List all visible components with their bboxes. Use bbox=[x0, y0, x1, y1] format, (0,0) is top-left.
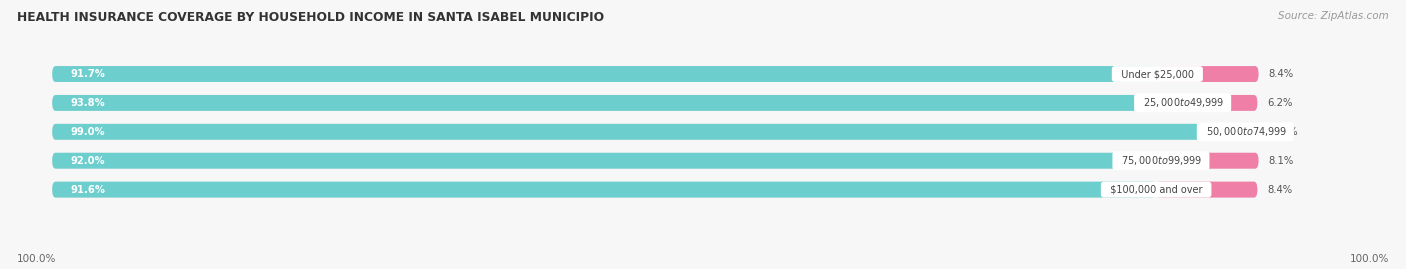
Text: 93.8%: 93.8% bbox=[70, 98, 105, 108]
FancyBboxPatch shape bbox=[52, 95, 1257, 111]
FancyBboxPatch shape bbox=[52, 182, 1257, 197]
FancyBboxPatch shape bbox=[1156, 182, 1257, 197]
FancyBboxPatch shape bbox=[1182, 95, 1257, 111]
Text: 92.0%: 92.0% bbox=[70, 156, 105, 166]
FancyBboxPatch shape bbox=[52, 95, 1182, 111]
Text: 100.0%: 100.0% bbox=[1350, 254, 1389, 264]
Text: $50,000 to $74,999: $50,000 to $74,999 bbox=[1199, 125, 1291, 138]
FancyBboxPatch shape bbox=[52, 153, 1161, 169]
Text: HEALTH INSURANCE COVERAGE BY HOUSEHOLD INCOME IN SANTA ISABEL MUNICIPIO: HEALTH INSURANCE COVERAGE BY HOUSEHOLD I… bbox=[17, 11, 605, 24]
Text: 0.97%: 0.97% bbox=[1267, 127, 1298, 137]
Text: 91.6%: 91.6% bbox=[70, 185, 105, 194]
Text: $100,000 and over: $100,000 and over bbox=[1104, 185, 1209, 194]
Text: 8.4%: 8.4% bbox=[1268, 69, 1294, 79]
FancyBboxPatch shape bbox=[1157, 66, 1258, 82]
Text: Under $25,000: Under $25,000 bbox=[1115, 69, 1199, 79]
FancyBboxPatch shape bbox=[52, 153, 1257, 169]
Text: 6.2%: 6.2% bbox=[1267, 98, 1292, 108]
Text: $75,000 to $99,999: $75,000 to $99,999 bbox=[1115, 154, 1206, 167]
FancyBboxPatch shape bbox=[1246, 124, 1257, 140]
FancyBboxPatch shape bbox=[1161, 153, 1258, 169]
Text: $25,000 to $49,999: $25,000 to $49,999 bbox=[1137, 96, 1229, 109]
Text: 91.7%: 91.7% bbox=[70, 69, 105, 79]
Text: 8.1%: 8.1% bbox=[1268, 156, 1294, 166]
FancyBboxPatch shape bbox=[52, 124, 1257, 140]
Text: 100.0%: 100.0% bbox=[17, 254, 56, 264]
Text: 99.0%: 99.0% bbox=[70, 127, 105, 137]
Text: Source: ZipAtlas.com: Source: ZipAtlas.com bbox=[1278, 11, 1389, 21]
Text: 8.4%: 8.4% bbox=[1267, 185, 1292, 194]
FancyBboxPatch shape bbox=[52, 182, 1156, 197]
FancyBboxPatch shape bbox=[52, 66, 1157, 82]
FancyBboxPatch shape bbox=[52, 66, 1257, 82]
FancyBboxPatch shape bbox=[52, 124, 1246, 140]
